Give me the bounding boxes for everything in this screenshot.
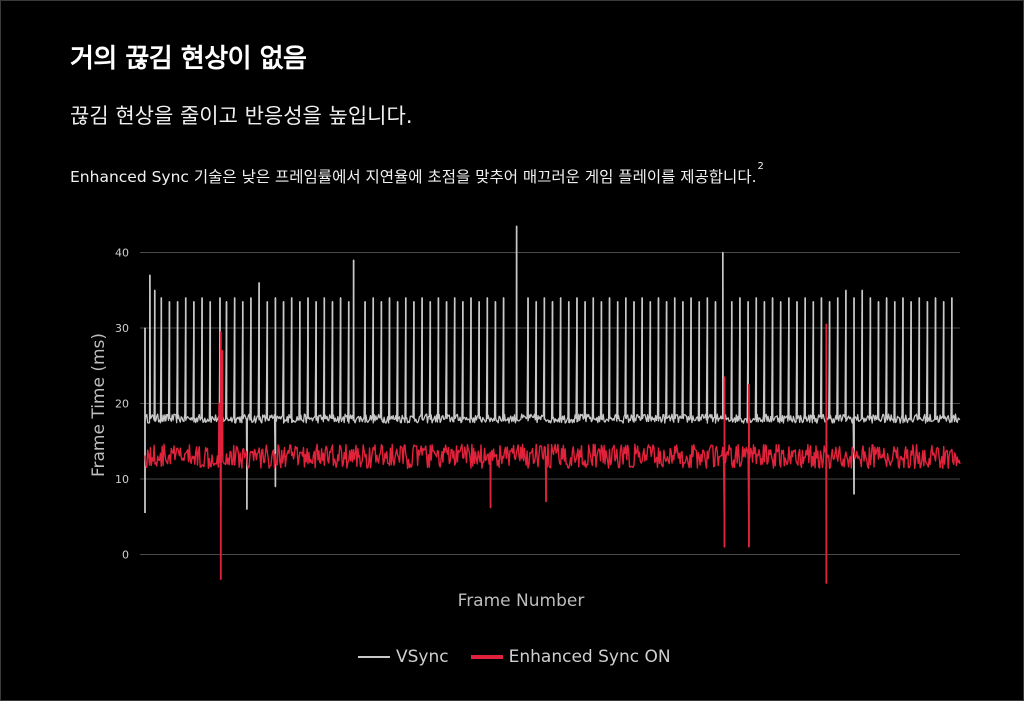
y-axis-label: Frame Time (ms) <box>89 333 109 477</box>
x-axis-label: Frame Number <box>458 591 585 611</box>
page-title: 거의 끊김 현상이 없음 <box>70 44 307 74</box>
legend-label-vsync: VSync <box>396 647 449 667</box>
y-tick-0: 0 <box>122 549 129 562</box>
series-line-enhanced-sync <box>144 323 961 584</box>
y-tick-20: 20 <box>115 398 129 411</box>
page-subtitle: 끊김 현상을 줄이고 반응성을 높입니다. <box>70 104 413 128</box>
y-tick-30: 30 <box>115 322 129 335</box>
legend-item-enhanced-sync: Enhanced Sync ON <box>470 647 671 667</box>
legend-label-enhanced-sync: Enhanced Sync ON <box>508 647 671 667</box>
series-enhanced-sync <box>144 323 961 584</box>
chart-legend: VSync Enhanced Sync ON <box>358 647 693 667</box>
description-text: Enhanced Sync 기술은 낮은 프레임률에서 지연율에 초점을 맞추어… <box>70 168 757 186</box>
legend-item-vsync: VSync <box>358 647 449 667</box>
grid-lines <box>140 252 960 555</box>
y-tick-40: 40 <box>115 247 129 260</box>
y-tick-10: 10 <box>115 473 129 486</box>
description: Enhanced Sync 기술은 낮은 프레임률에서 지연율에 초점을 맞추어… <box>70 161 764 187</box>
legend-swatch-vsync <box>358 656 390 658</box>
y-tick-labels: 0 10 20 30 40 <box>115 247 129 562</box>
footnote-marker: 2 <box>757 161 764 172</box>
legend-swatch-enhanced-sync <box>470 655 503 659</box>
series-vsync <box>144 225 961 513</box>
